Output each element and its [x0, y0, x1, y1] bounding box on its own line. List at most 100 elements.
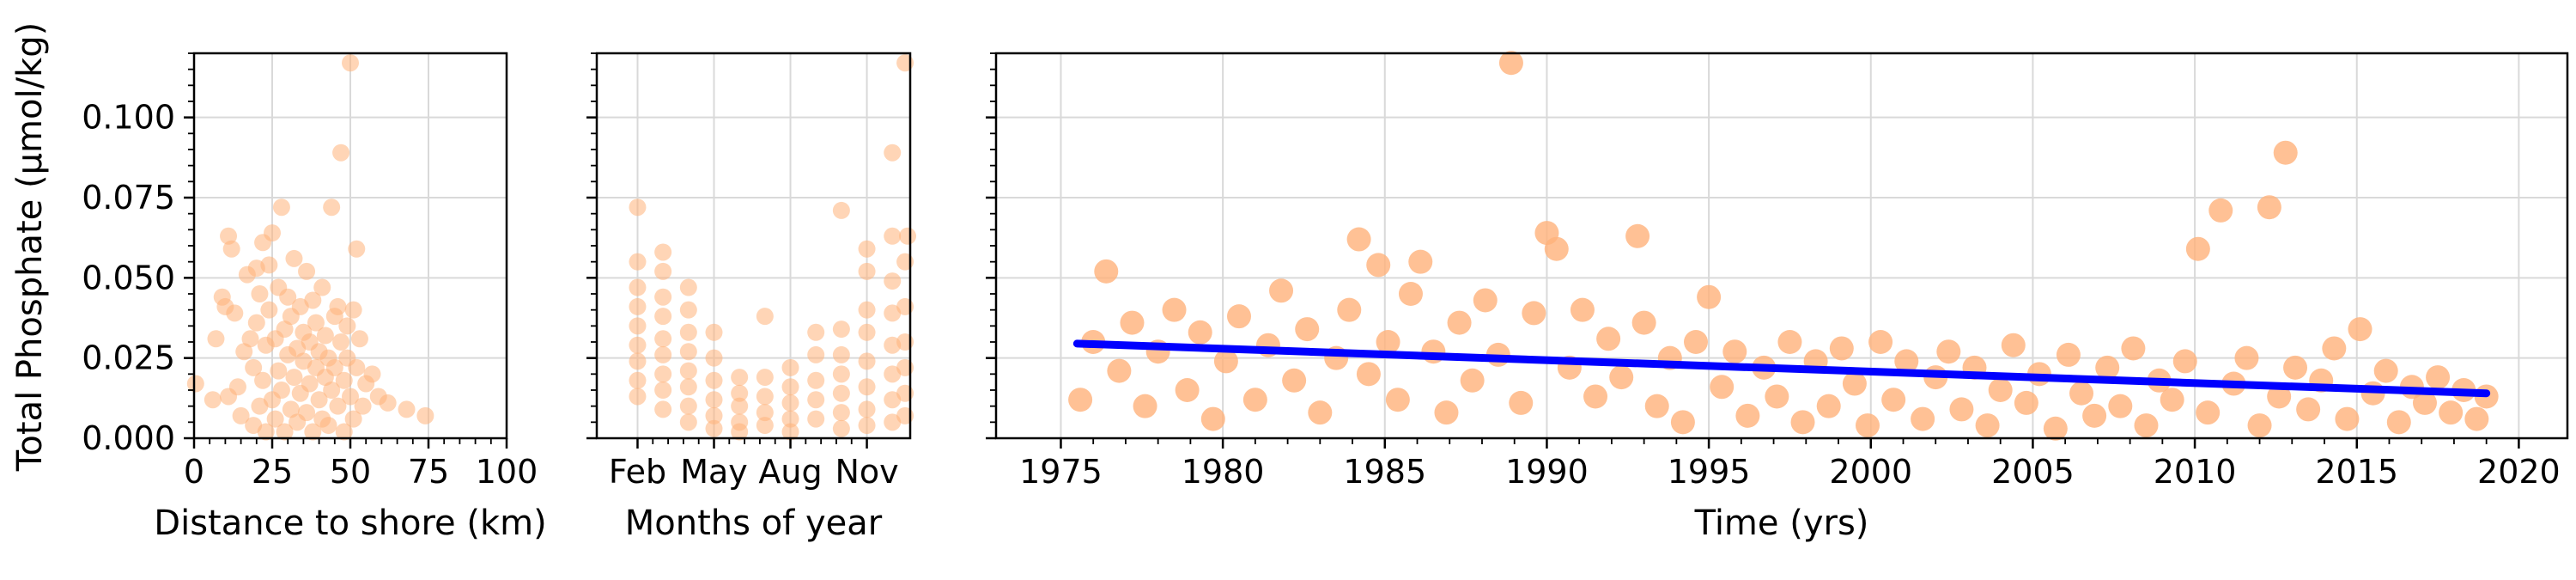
data-point — [260, 301, 278, 319]
data-point — [2267, 384, 2292, 409]
data-point — [2247, 413, 2272, 438]
data-point — [654, 400, 672, 418]
data-point — [307, 314, 325, 332]
data-point — [348, 240, 366, 258]
data-point — [251, 285, 269, 302]
data-point — [756, 404, 774, 422]
data-point — [2172, 349, 2197, 374]
data-point — [679, 323, 697, 341]
data-point — [884, 143, 902, 162]
data-point — [1213, 349, 1238, 374]
data-point — [858, 417, 876, 435]
data-point — [858, 262, 876, 280]
data-point — [756, 417, 774, 435]
data-point — [1670, 410, 1695, 435]
data-point — [1242, 388, 1267, 412]
data-point — [781, 394, 799, 412]
data-point — [654, 330, 672, 348]
data-point — [884, 391, 902, 409]
x-tick-label: 2000 — [1829, 453, 1912, 491]
data-point — [1625, 223, 1650, 248]
data-point — [1697, 284, 1722, 309]
data-point — [398, 400, 416, 418]
data-point — [832, 345, 850, 363]
data-point — [1133, 394, 1157, 418]
data-point — [1447, 310, 1472, 335]
x-tick-label: May — [680, 453, 748, 491]
y-tick-label: 0.075 — [82, 179, 175, 217]
data-point — [2185, 236, 2210, 261]
data-point — [781, 410, 799, 428]
data-point — [629, 278, 647, 296]
x-tick-label: 1975 — [1019, 453, 1103, 491]
x-tick-label: 2005 — [1991, 453, 2075, 491]
data-point — [2348, 317, 2372, 342]
data-point — [884, 227, 902, 245]
data-point — [731, 369, 749, 387]
data-point — [276, 423, 294, 441]
x-tick-label: Aug — [758, 453, 822, 491]
data-point — [348, 358, 366, 376]
data-point — [266, 410, 284, 428]
data-point — [1735, 403, 1760, 428]
data-point — [354, 397, 372, 415]
x-tick-label: 1980 — [1182, 453, 1265, 491]
data-point — [2121, 336, 2146, 361]
x-tick-label: 50 — [330, 453, 371, 491]
data-point — [1842, 371, 1867, 396]
data-point — [1434, 400, 1459, 425]
data-point — [313, 278, 331, 296]
data-point — [260, 256, 278, 274]
data-point — [781, 423, 799, 441]
data-point — [2412, 390, 2437, 415]
x-axis-label: Months of year — [625, 504, 883, 543]
data-point — [1094, 259, 1119, 284]
x-tick-label: 0 — [184, 453, 204, 491]
data-point — [2108, 394, 2133, 418]
data-point — [832, 321, 850, 339]
data-point — [654, 345, 672, 363]
y-tick-label: 0.100 — [82, 99, 175, 137]
data-point — [301, 375, 319, 393]
data-point — [679, 378, 697, 396]
data-point — [1816, 394, 1841, 418]
data-point — [1366, 253, 1391, 278]
x-tick-label: 1985 — [1343, 453, 1426, 491]
data-point — [329, 297, 347, 315]
data-point — [884, 272, 902, 290]
data-point — [310, 391, 328, 409]
data-point — [222, 240, 240, 258]
data-point — [2322, 336, 2347, 361]
data-point — [884, 304, 902, 322]
y-tick-label: 0.050 — [82, 259, 175, 296]
data-point — [832, 384, 850, 402]
data-point — [342, 54, 359, 72]
data-point — [884, 413, 902, 431]
data-point — [1911, 406, 1935, 431]
data-point — [1631, 310, 1656, 335]
data-point — [272, 198, 290, 217]
data-point — [207, 330, 225, 348]
data-point — [1596, 327, 1621, 351]
data-point — [1975, 413, 2000, 438]
data-point — [705, 371, 723, 389]
x-tick-label: Nov — [835, 453, 898, 491]
data-point — [2043, 416, 2068, 441]
data-point — [654, 308, 672, 326]
data-point — [807, 345, 825, 363]
data-point — [705, 406, 723, 424]
data-point — [1777, 330, 1802, 354]
data-point — [781, 378, 799, 396]
data-point — [285, 249, 303, 267]
data-point — [2095, 355, 2120, 380]
data-point — [629, 388, 647, 406]
data-point — [1894, 349, 1919, 374]
data-point — [679, 397, 697, 415]
data-point — [2273, 140, 2298, 165]
data-point — [832, 201, 850, 219]
data-point — [332, 143, 350, 162]
x-tick-label: 1990 — [1505, 453, 1589, 491]
data-point — [781, 358, 799, 376]
data-point — [1509, 390, 1534, 415]
data-point — [679, 278, 697, 296]
